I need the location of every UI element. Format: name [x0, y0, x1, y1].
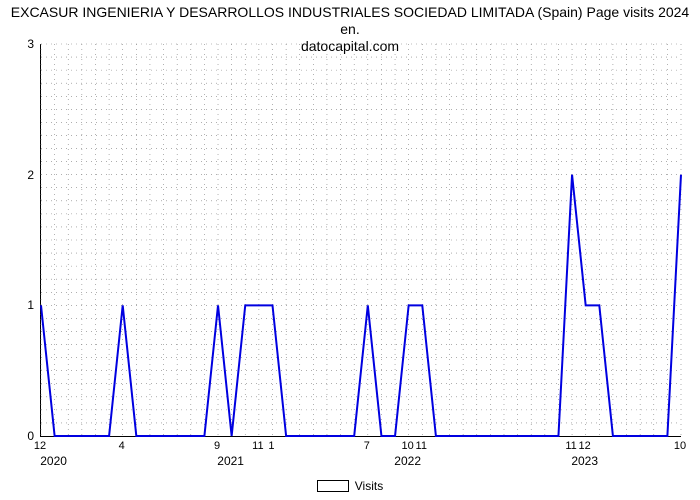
legend-label: Visits: [355, 479, 383, 493]
y-tick-label: 1: [0, 298, 34, 312]
x-major-tick-label: 2021: [217, 454, 244, 468]
x-minor-tick-label: 4: [119, 440, 125, 452]
y-tick-label: 2: [0, 168, 34, 182]
plot-area: [40, 44, 681, 437]
x-minor-tick-label: 12: [579, 440, 591, 452]
plot-svg: [41, 44, 681, 436]
x-minor-tick-label: 11: [416, 440, 427, 452]
x-major-tick-label: 2022: [394, 454, 421, 468]
x-minor-tick-label: 10: [402, 440, 414, 452]
x-major-tick-label: 2020: [40, 454, 67, 468]
x-minor-tick-label: 1: [268, 440, 274, 452]
x-minor-tick-label: 7: [364, 440, 370, 452]
x-minor-tick-label: 11: [565, 440, 576, 452]
x-major-tick-label: 2023: [571, 454, 598, 468]
legend-swatch: [317, 480, 349, 492]
x-minor-tick-label: 10: [674, 440, 686, 452]
x-minor-tick-label: 12: [34, 440, 46, 452]
title-line-1: EXCASUR INGENIERIA Y DESARROLLOS INDUSTR…: [11, 4, 689, 37]
chart-container: EXCASUR INGENIERIA Y DESARROLLOS INDUSTR…: [0, 0, 700, 500]
x-minor-tick-label: 11: [252, 440, 263, 452]
legend: Visits: [0, 478, 700, 493]
x-minor-tick-label: 9: [214, 440, 220, 452]
y-tick-label: 3: [0, 37, 34, 51]
y-tick-label: 0: [0, 429, 34, 443]
